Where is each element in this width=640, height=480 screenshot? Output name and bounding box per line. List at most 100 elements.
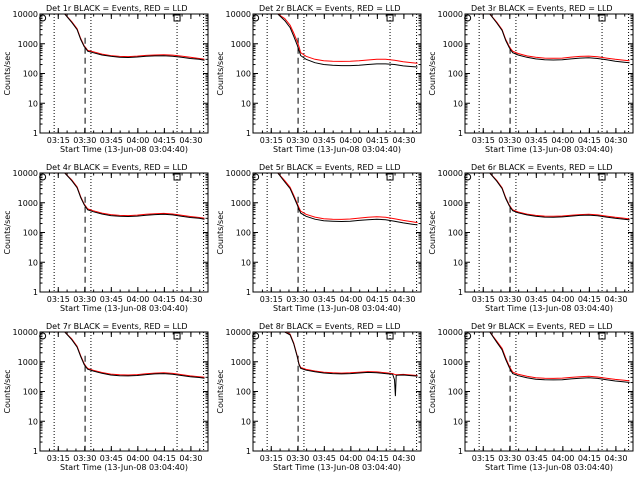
x-tick-label: 03:30 (498, 295, 521, 304)
y-tick-label: 1 (458, 129, 463, 138)
plot-frame (464, 13, 634, 134)
y-axis-label: Counts/sec (428, 210, 437, 254)
x-tick-label: 04:30 (604, 136, 627, 145)
x-tick-label: 04:15 (153, 295, 176, 304)
chart-panel: Det 1r BLACK = Events, RED = LLD 1 10 100 10… (3, 4, 209, 154)
x-tick-label: 04:15 (153, 454, 176, 463)
plot-frame (39, 13, 209, 134)
series-events-line (482, 172, 630, 221)
y-tick-label: 1 (246, 447, 251, 456)
x-tick-label: 04:15 (578, 454, 601, 463)
y-tick-label: 10000 (13, 10, 38, 19)
chart-title: Det 9r BLACK = Events, RED = LLD (471, 322, 613, 331)
y-tick-label: 1000 (18, 358, 38, 367)
x-tick-label: 03:45 (525, 295, 548, 304)
chart-panel: Det 6r BLACK = Events, RED = LLD 1 10 100 10… (428, 163, 634, 313)
x-axis: 03:15 03:30 03:45 04:00 04:15 04:30 (260, 14, 415, 145)
y-tick-label: 10000 (226, 328, 251, 337)
chart-panel: Det 8r BLACK = Events, RED = LLD 1 10 100 10… (216, 322, 422, 472)
x-tick-label: 04:30 (392, 295, 415, 304)
x-tick-label: 04:00 (551, 454, 574, 463)
x-axis-label: Start Time (13-Jun-08 03:04:40) (60, 463, 188, 472)
chart-title: Det 1r BLACK = Events, RED = LLD (46, 4, 188, 13)
y-tick-label: 1000 (443, 199, 463, 208)
series-lld-line (270, 172, 418, 224)
start-marker (252, 173, 260, 181)
x-tick-label: 04:30 (179, 136, 202, 145)
series-events-line (57, 13, 205, 61)
x-axis-label: Start Time (13-Jun-08 03:04:40) (273, 463, 401, 472)
y-tick-label: 1000 (231, 358, 251, 367)
series-events-line (57, 172, 205, 220)
x-axis-label: Start Time (13-Jun-08 03:04:40) (60, 145, 188, 154)
plot-frame (464, 331, 634, 452)
x-tick-label: 03:30 (73, 295, 96, 304)
x-tick-label: 04:15 (153, 136, 176, 145)
x-tick-label: 03:15 (47, 295, 70, 304)
y-axis: 1 10 100 1000 10000 (13, 169, 208, 297)
x-tick-label: 03:30 (498, 136, 521, 145)
x-axis: 03:15 03:30 03:45 04:00 04:15 04:30 (260, 332, 415, 463)
x-tick-label: 04:15 (366, 295, 389, 304)
y-tick-label: 10000 (226, 169, 251, 178)
x-tick-label: 04:30 (604, 454, 627, 463)
y-axis-label: Counts/sec (216, 51, 225, 95)
chart-panel: Det 2r BLACK = Events, RED = LLD 1 10 100 10… (216, 4, 422, 154)
y-tick-label: 1 (246, 288, 251, 297)
plot-frame (252, 172, 422, 293)
chart-title: Det 3r BLACK = Events, RED = LLD (471, 4, 613, 13)
chart-panel: Det 4r BLACK = Events, RED = LLD 1 10 100 10… (3, 163, 209, 313)
x-tick-label: 04:00 (551, 295, 574, 304)
chart-title: Det 8r BLACK = Events, RED = LLD (259, 322, 401, 331)
x-tick-label: 03:45 (100, 454, 123, 463)
chart-title: Det 2r BLACK = Events, RED = LLD (259, 4, 401, 13)
series-events-line (270, 331, 418, 397)
series-events-line (482, 13, 630, 64)
y-axis-label: Counts/sec (428, 369, 437, 413)
y-tick-label: 1 (458, 447, 463, 456)
box-marker (386, 14, 394, 22)
y-tick-label: 10 (241, 417, 251, 426)
y-tick-label: 1 (33, 129, 38, 138)
y-tick-label: 100 (23, 388, 38, 397)
x-tick-label: 03:45 (525, 454, 548, 463)
x-tick-label: 03:30 (286, 295, 309, 304)
x-tick-label: 03:45 (525, 136, 548, 145)
box-marker (598, 332, 606, 340)
y-axis: 1 10 100 1000 10000 (226, 10, 421, 138)
series-lld-line (270, 331, 418, 376)
y-tick-label: 10000 (438, 328, 463, 337)
x-tick-label: 03:15 (47, 454, 70, 463)
box-marker (598, 173, 606, 181)
y-tick-label: 1 (246, 129, 251, 138)
y-tick-label: 100 (236, 70, 251, 79)
plot-frame (39, 331, 209, 452)
x-tick-label: 03:30 (73, 454, 96, 463)
x-axis-label: Start Time (13-Jun-08 03:04:40) (485, 463, 613, 472)
y-tick-label: 10000 (13, 169, 38, 178)
y-axis-label: Counts/sec (3, 369, 12, 413)
x-tick-label: 03:45 (100, 136, 123, 145)
series-lld-line (482, 331, 630, 382)
chart-title: Det 7r BLACK = Events, RED = LLD (46, 322, 188, 331)
y-tick-label: 10 (28, 99, 38, 108)
series-events-line (270, 13, 418, 68)
start-marker (39, 173, 47, 181)
x-tick-label: 04:30 (179, 454, 202, 463)
y-tick-label: 1000 (231, 40, 251, 49)
x-tick-label: 04:00 (339, 136, 362, 145)
y-tick-label: 10000 (226, 10, 251, 19)
y-tick-label: 100 (448, 70, 463, 79)
start-marker (252, 332, 260, 340)
start-marker (464, 332, 472, 340)
y-axis: 1 10 100 1000 10000 (13, 10, 208, 138)
x-tick-label: 04:00 (551, 136, 574, 145)
y-tick-label: 10 (241, 258, 251, 267)
x-axis: 03:15 03:30 03:45 04:00 04:15 04:30 (47, 173, 202, 304)
x-tick-label: 04:30 (392, 454, 415, 463)
x-tick-label: 04:15 (578, 295, 601, 304)
x-tick-label: 03:15 (472, 295, 495, 304)
y-axis: 1 10 100 1000 10000 (438, 328, 633, 456)
plot-frame (464, 172, 634, 293)
x-tick-label: 03:30 (286, 454, 309, 463)
